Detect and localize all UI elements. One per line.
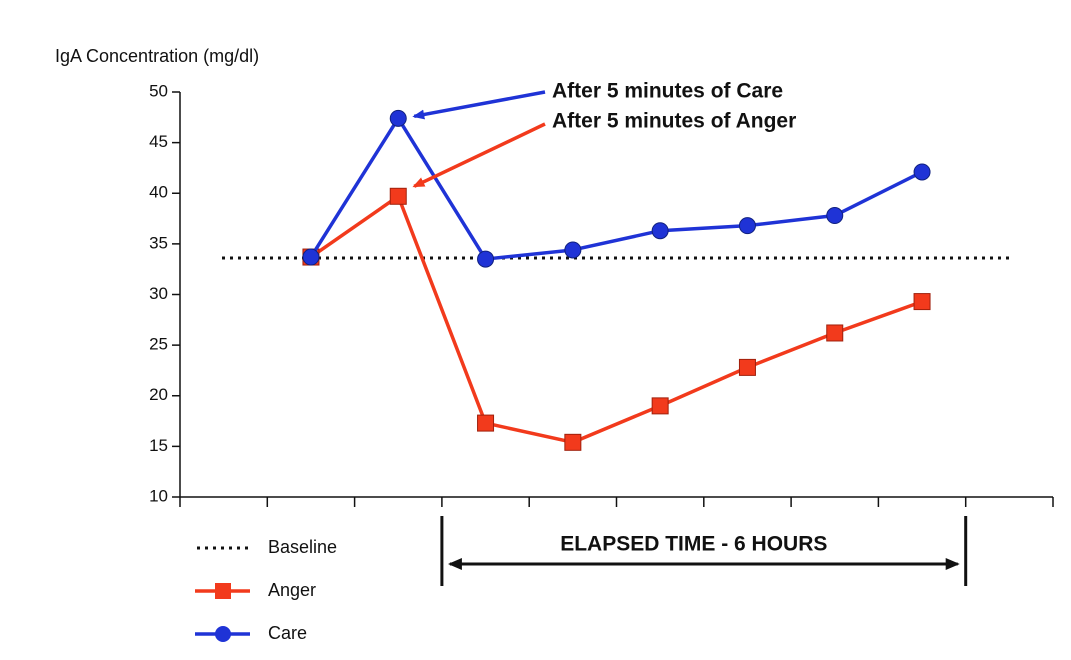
y-tick-label: 40 — [149, 183, 168, 202]
point — [389, 109, 407, 127]
point — [738, 217, 756, 235]
series-line — [309, 116, 923, 261]
annotation: After 5 minutes of Anger — [552, 110, 796, 133]
point — [651, 222, 669, 240]
annotation-arrow — [412, 122, 546, 188]
y-tick-label: 15 — [149, 436, 168, 455]
point — [913, 293, 931, 311]
y-tick-label: 10 — [149, 486, 168, 505]
annotation: After 5 minutes of Care — [552, 80, 783, 103]
legend-marker — [215, 583, 231, 599]
y-axis-label: IgA Concentration (mg/dl) — [55, 46, 259, 66]
series-line — [309, 194, 923, 445]
point — [826, 324, 844, 342]
y-tick-label: 35 — [149, 233, 168, 252]
y-tick-label: 20 — [149, 385, 168, 404]
point — [477, 250, 495, 268]
point — [389, 187, 407, 205]
y-tick-label: 50 — [149, 81, 168, 100]
elapsed-label: ELAPSED TIME - 6 HOURS — [560, 533, 827, 556]
point — [564, 241, 582, 259]
point — [913, 163, 931, 181]
point — [477, 414, 495, 432]
y-tick-label: 25 — [149, 335, 168, 354]
legend-label: Baseline — [268, 537, 337, 557]
legend-marker — [215, 626, 231, 642]
y-tick-label: 30 — [149, 284, 168, 303]
point — [738, 358, 756, 376]
y-tick-label: 45 — [149, 132, 168, 151]
point — [302, 248, 320, 266]
point — [564, 433, 582, 451]
legend-label: Care — [268, 623, 307, 643]
point — [651, 397, 669, 415]
point — [826, 207, 844, 225]
legend-label: Anger — [268, 580, 316, 600]
annotation-arrow — [412, 90, 546, 120]
